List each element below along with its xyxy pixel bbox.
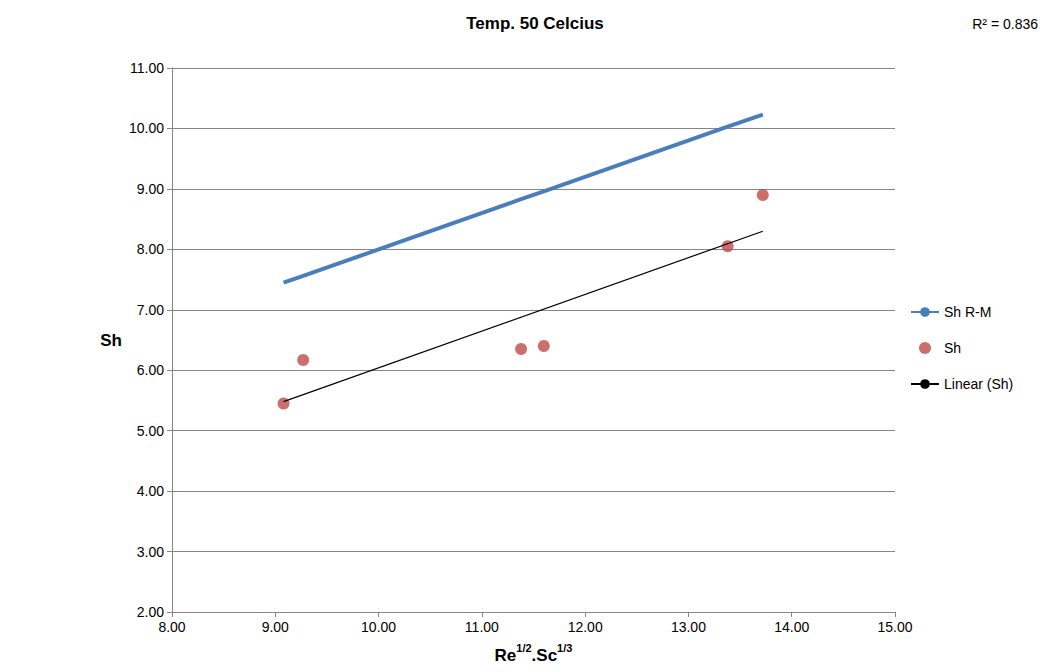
svg-text:Linear (Sh): Linear (Sh): [944, 376, 1013, 392]
svg-text:Sh R-M: Sh R-M: [944, 304, 991, 320]
svg-text:7.00: 7.00: [137, 302, 164, 318]
svg-text:4.00: 4.00: [137, 483, 164, 499]
svg-text:Sh: Sh: [100, 331, 122, 350]
svg-text:11.00: 11.00: [130, 60, 164, 76]
svg-text:13.00: 13.00: [671, 619, 706, 635]
svg-text:Re: Re: [495, 646, 517, 665]
svg-text:9.00: 9.00: [262, 619, 289, 635]
svg-text:3.00: 3.00: [137, 544, 164, 560]
svg-text:Sh: Sh: [944, 340, 961, 356]
svg-text:.Sc: .Sc: [532, 646, 558, 665]
svg-text:11.00: 11.00: [465, 619, 499, 635]
svg-text:9.00: 9.00: [137, 181, 164, 197]
svg-text:Temp. 50 Celcius: Temp. 50 Celcius: [466, 14, 604, 33]
svg-text:14.00: 14.00: [774, 619, 809, 635]
svg-text:10.00: 10.00: [129, 120, 164, 136]
svg-text:8.00: 8.00: [158, 619, 185, 635]
svg-text:12.00: 12.00: [568, 619, 603, 635]
svg-text:1/3: 1/3: [557, 642, 572, 654]
svg-text:5.00: 5.00: [137, 423, 164, 439]
svg-text:10.00: 10.00: [361, 619, 396, 635]
svg-text:8.00: 8.00: [137, 241, 164, 257]
svg-text:15.00: 15.00: [877, 619, 912, 635]
svg-text:6.00: 6.00: [137, 362, 164, 378]
svg-text:1/2: 1/2: [516, 642, 531, 654]
svg-text:R² = 0.836: R² = 0.836: [972, 16, 1038, 32]
svg-text:2.00: 2.00: [137, 604, 164, 620]
